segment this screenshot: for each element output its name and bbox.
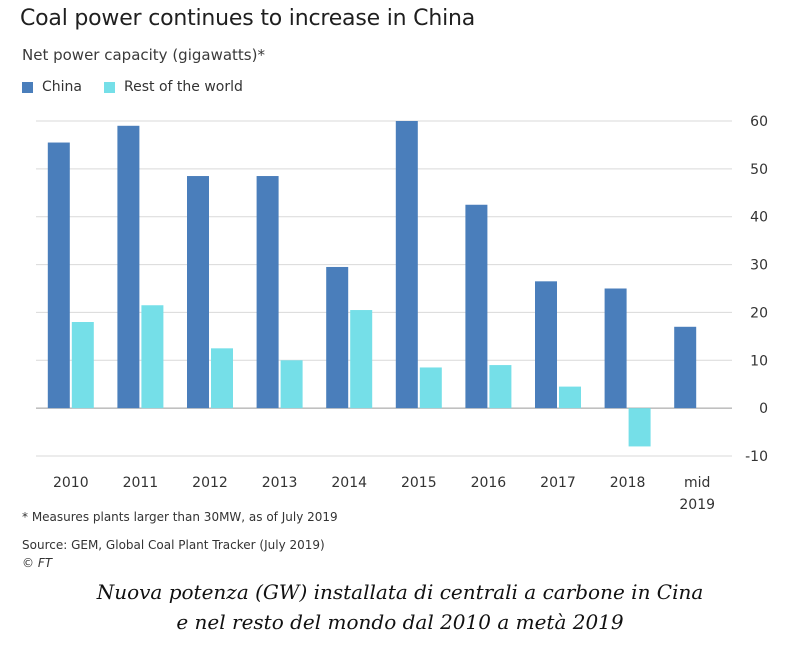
y-tick-label: 50 xyxy=(750,162,768,178)
y-tick-label: 0 xyxy=(759,401,768,417)
x-tick-label: mid xyxy=(684,475,710,491)
y-tick-label: 10 xyxy=(750,353,768,369)
x-tick-label: 2011 xyxy=(123,475,159,491)
footnote-source: Source: GEM, Global Coal Plant Tracker (… xyxy=(22,538,325,552)
bar-china xyxy=(674,326,697,409)
bar-china xyxy=(395,121,418,409)
bar-rest-of-world xyxy=(628,408,651,447)
x-tick-label: 2016 xyxy=(471,475,507,491)
legend: China Rest of the world xyxy=(22,79,265,95)
y-tick-label: -10 xyxy=(745,449,768,465)
caption-line-1: Nuova potenza (GW) installata di central… xyxy=(96,580,704,604)
bar-china xyxy=(47,142,70,409)
x-tick-label: 2014 xyxy=(331,475,367,491)
legend-label-china: China xyxy=(42,79,82,95)
legend-swatch-china xyxy=(22,81,33,93)
legend-item-rest: Rest of the world xyxy=(104,79,243,95)
x-tick-label: 2017 xyxy=(540,475,576,491)
legend-item-china: China xyxy=(22,79,82,95)
bar-rest-of-world xyxy=(141,305,164,409)
y-tick-label: 20 xyxy=(750,305,768,321)
bar-rest-of-world xyxy=(419,367,442,409)
x-tick-label: 2015 xyxy=(401,475,437,491)
x-tick-label: 2012 xyxy=(192,475,228,491)
bar-rest-of-world xyxy=(350,310,373,409)
footnote-measures: * Measures plants larger than 30MW, as o… xyxy=(22,510,338,524)
bar-china xyxy=(535,281,557,409)
bar-china xyxy=(256,176,279,409)
chart-title: Coal power continues to increase in Chin… xyxy=(20,6,476,31)
x-tick-label: 2010 xyxy=(53,475,89,491)
y-tick-label: 60 xyxy=(750,114,768,130)
bar-rest-of-world xyxy=(280,360,303,409)
bar-rest-of-world xyxy=(489,365,512,409)
x-tick-label: 2019 xyxy=(679,497,715,513)
legend-label-rest: Rest of the world xyxy=(124,79,243,95)
bar-rest-of-world xyxy=(559,386,581,409)
bar-rest-of-world xyxy=(211,348,233,409)
footnote-credit: © FT xyxy=(22,556,53,570)
y-tick-label: 40 xyxy=(750,210,768,226)
bar-rest-of-world xyxy=(71,322,94,409)
x-tick-label: 2018 xyxy=(610,475,646,491)
caption-line-2: e nel resto del mondo dal 2010 a metà 20… xyxy=(176,610,624,634)
bar-china xyxy=(465,204,488,409)
bar-china xyxy=(117,125,140,409)
y-tick-label: 30 xyxy=(750,258,768,274)
bar-china xyxy=(604,288,627,409)
x-tick-label: 2013 xyxy=(262,475,298,491)
bar-china xyxy=(187,176,209,409)
bar-china xyxy=(326,266,349,409)
chart-subtitle: Net power capacity (gigawatts)* xyxy=(22,46,265,64)
legend-swatch-rest xyxy=(104,81,115,93)
